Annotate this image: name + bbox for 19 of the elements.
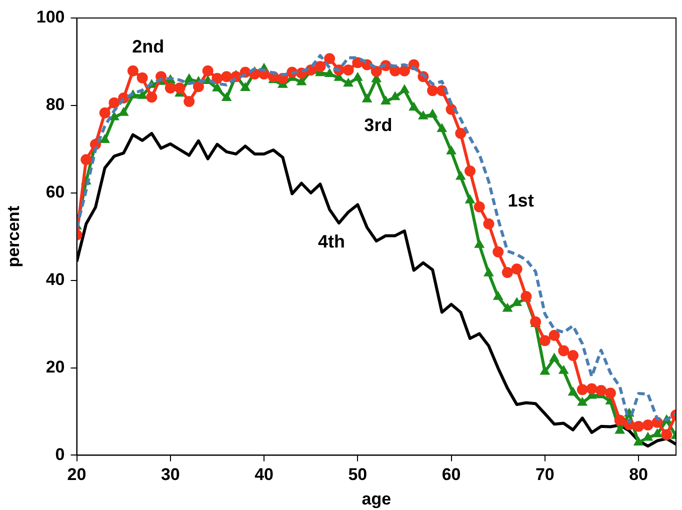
- x-tick-label: 40: [254, 465, 274, 484]
- y-tick-label: 40: [46, 270, 65, 290]
- x-tick-label: 80: [629, 465, 648, 484]
- x-tick-label: 50: [348, 465, 368, 484]
- y-tick-label: 0: [55, 444, 65, 464]
- y-tick-label: 20: [46, 357, 65, 376]
- y-tick-label: 60: [46, 182, 65, 202]
- x-tick-label: 20: [67, 465, 86, 484]
- series-label: 2nd: [132, 36, 164, 56]
- x-tick-label: 30: [160, 465, 180, 484]
- series-label: 3rd: [364, 114, 392, 135]
- series-label: 4th: [318, 232, 345, 252]
- series-label: 1st: [508, 190, 534, 211]
- x-tick-label: 70: [535, 465, 554, 484]
- x-axis-title: age: [362, 489, 392, 508]
- y-tick-label: 100: [36, 8, 65, 27]
- y-axis-title: percent: [4, 206, 23, 268]
- y-tick-label: 80: [46, 95, 65, 114]
- x-tick-label: 60: [442, 465, 461, 484]
